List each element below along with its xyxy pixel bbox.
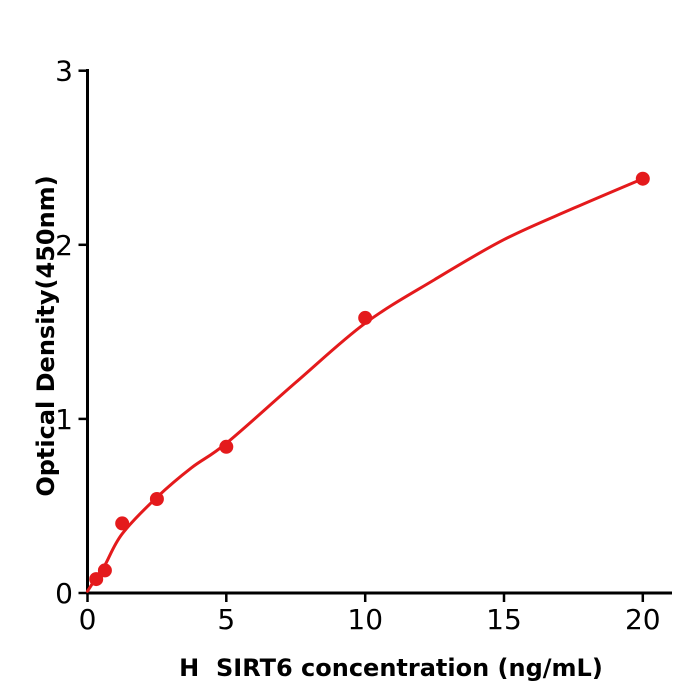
data-point: [97, 563, 112, 578]
x-tick-label: 10: [347, 603, 383, 636]
data-point: [115, 516, 130, 531]
data-point: [358, 310, 373, 325]
y-tick-label: 1: [55, 403, 73, 436]
y-tick-label: 2: [55, 229, 73, 262]
data-point: [89, 572, 104, 587]
y-tick-label: 0: [55, 577, 73, 610]
data-point: [219, 439, 234, 454]
x-tick-label: 0: [79, 603, 97, 636]
data-point: [635, 171, 650, 186]
y-tick-label: 3: [55, 55, 73, 88]
data-point: [149, 492, 164, 506]
y-axis-title: Optical Density(450nm): [32, 175, 60, 497]
x-tick-label: 15: [486, 603, 522, 636]
x-tick-label: 20: [625, 603, 661, 636]
x-tick-label: 5: [217, 603, 235, 636]
fit-curve: [86, 177, 645, 593]
axis-spines: [86, 69, 672, 595]
x-axis-title: H SIRT6 concentration (ng/mL): [179, 654, 603, 682]
